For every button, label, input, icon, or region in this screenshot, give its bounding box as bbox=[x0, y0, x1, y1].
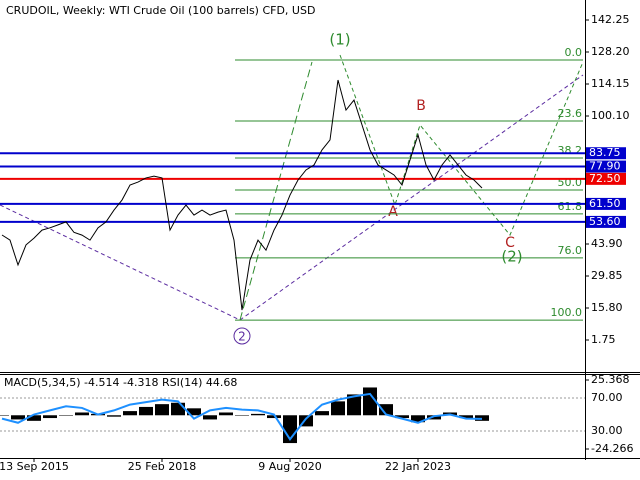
level-box bbox=[586, 197, 626, 210]
wave-label: 2 bbox=[238, 330, 246, 344]
wave-label: B bbox=[416, 98, 426, 114]
macd-bar bbox=[107, 415, 121, 417]
y-tick-label: 142.25 bbox=[591, 13, 630, 26]
level-label: 77.90 bbox=[589, 160, 621, 173]
macd-bar bbox=[203, 415, 217, 420]
fib-label: 76.0 bbox=[558, 244, 583, 257]
indicator-label: MACD(5,34,5) -4.514 -4.318 RSI(14) 44.68 bbox=[4, 376, 237, 389]
y-tick-label: 114.15 bbox=[591, 77, 630, 90]
macd-bar bbox=[267, 415, 281, 419]
macd-bar bbox=[75, 412, 89, 416]
rsi-tick-label: 70.00 bbox=[591, 391, 623, 404]
macd-bar bbox=[347, 394, 361, 416]
y-tick-label: 128.20 bbox=[591, 45, 630, 58]
wave-label: A bbox=[388, 204, 398, 220]
fib-label: 61.8 bbox=[558, 200, 583, 213]
macd-bar bbox=[139, 406, 153, 416]
macd-bar bbox=[11, 415, 25, 420]
y-tick-label: 29.85 bbox=[591, 269, 623, 282]
macd-bar bbox=[59, 415, 73, 416]
macd-bar bbox=[155, 404, 169, 416]
macd-bar bbox=[459, 415, 473, 419]
macd-bar bbox=[331, 401, 345, 416]
y-tick-label: 1.75 bbox=[591, 333, 616, 346]
x-tick-label: 25 Feb 2018 bbox=[128, 460, 196, 473]
level-label: 72.50 bbox=[589, 172, 621, 185]
y-tick-label: 100.10 bbox=[591, 109, 630, 122]
macd-tick-label: 25.368 bbox=[591, 373, 630, 386]
level-label: 53.60 bbox=[589, 215, 621, 228]
level-box bbox=[586, 147, 626, 160]
rsi-tick-label: 30.00 bbox=[591, 424, 623, 437]
y-tick-label: 15.80 bbox=[591, 301, 623, 314]
x-tick-label: 9 Aug 2020 bbox=[258, 460, 321, 473]
x-tick-label: 13 Sep 2015 bbox=[0, 460, 69, 473]
rsi-line bbox=[1, 392, 483, 441]
price-line bbox=[1, 79, 483, 311]
macd-bar bbox=[123, 411, 137, 416]
level-box bbox=[586, 215, 626, 228]
level-label: 83.75 bbox=[589, 146, 621, 159]
macd-bar bbox=[427, 415, 441, 420]
wave-label: (2) bbox=[501, 248, 522, 266]
macd-bar bbox=[171, 402, 185, 416]
macd-bar bbox=[235, 415, 249, 416]
fib-label: 23.6 bbox=[558, 107, 583, 120]
macd-bar bbox=[219, 412, 233, 416]
wave-circle bbox=[233, 327, 251, 345]
wave-label: C bbox=[505, 235, 515, 251]
x-tick-label: 22 Jan 2023 bbox=[385, 460, 451, 473]
fib-label: 38.2 bbox=[558, 144, 583, 157]
macd-tick-label: -24.266 bbox=[591, 442, 633, 455]
macd-bar bbox=[187, 408, 201, 416]
wave-line bbox=[339, 54, 584, 236]
level-box bbox=[586, 172, 626, 185]
macd-bar bbox=[299, 415, 313, 427]
wave-label: (1) bbox=[329, 31, 350, 49]
macd-bar bbox=[27, 415, 41, 421]
fib-label: 100.0 bbox=[551, 306, 583, 319]
wave-line bbox=[239, 61, 313, 321]
macd-bar bbox=[43, 415, 57, 419]
macd-bar bbox=[315, 411, 329, 416]
macd-bar bbox=[379, 404, 393, 416]
fib-label: 0.0 bbox=[565, 46, 583, 59]
macd-bar bbox=[0, 415, 9, 416]
y-tick-label: 43.90 bbox=[591, 237, 623, 250]
macd-bar bbox=[411, 415, 425, 423]
chart-title: CRUDOIL, Weekly: WTI Crude Oil (100 barr… bbox=[6, 4, 315, 17]
level-label: 61.50 bbox=[589, 197, 621, 210]
macd-bar bbox=[251, 413, 265, 416]
level-box bbox=[586, 160, 626, 173]
macd-bar bbox=[395, 415, 409, 419]
